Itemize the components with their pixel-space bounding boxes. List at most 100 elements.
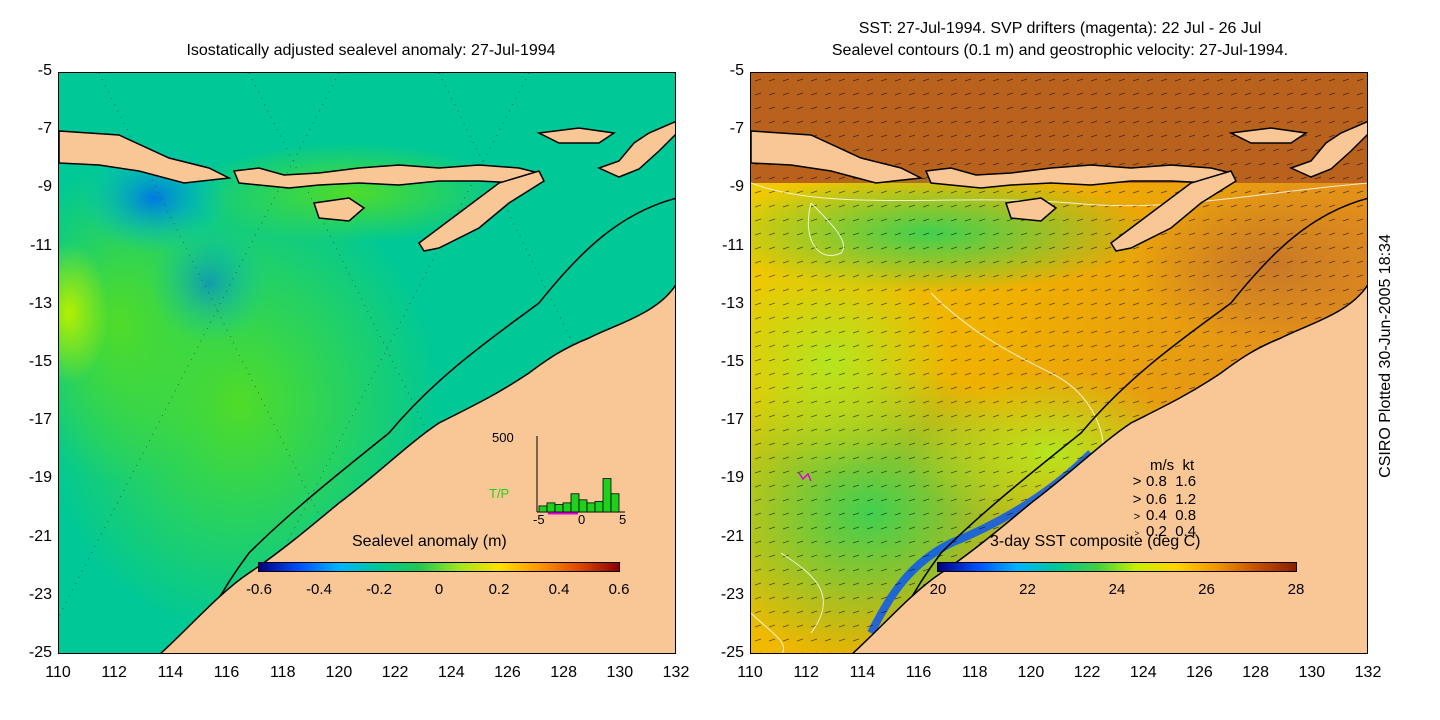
arrow-icon: > [1133, 511, 1141, 523]
legend-kt: 0.8 [1175, 507, 1197, 524]
histogram-bar [602, 478, 612, 513]
arrow-icon: > [1132, 491, 1142, 508]
legend-ms: 0.2 [1146, 523, 1167, 540]
lon-tick-label: 116 [905, 664, 932, 681]
histogram-bar [562, 502, 572, 513]
lon-tick-label: 120 [325, 664, 353, 681]
lat-tick-label: -17 [720, 411, 744, 429]
colorbar-tick-label: 26 [1198, 581, 1215, 598]
shelf-contour [193, 197, 675, 653]
histogram-bar [610, 493, 620, 513]
velocity-legend-row: >0.2 0.4 [1128, 523, 1196, 540]
sealevel-contour [930, 292, 1105, 474]
lon-tick-label: 130 [606, 664, 634, 681]
lat-tick-label: -5 [729, 62, 744, 79]
timor-island [1109, 170, 1237, 252]
lon-tick-label: 126 [494, 664, 521, 681]
inset-histogram [536, 436, 625, 515]
velocity-legend-row: >0.6 1.2 [1128, 491, 1196, 508]
colorbar-tick-label: -0.2 [366, 581, 392, 598]
colorbar-tick-label: 24 [1108, 581, 1126, 598]
lon-tick-label: 114 [849, 664, 876, 681]
right-map-title-line1: SST: 27-Jul-1994. SVP drifters (magenta)… [858, 20, 1262, 37]
lon-tick-label: 128 [550, 664, 577, 681]
sumba-island [1005, 197, 1058, 222]
histogram-bar [554, 504, 564, 513]
right-map-title-line2: Sealevel contours (0.1 m) and geostrophi… [831, 42, 1289, 59]
lon-tick-label: 118 [269, 664, 296, 681]
arrow-icon: > [1134, 529, 1140, 538]
lat-tick-label: -5 [37, 62, 52, 79]
flores-island [1228, 127, 1309, 144]
lon-tick-label: 118 [961, 664, 988, 681]
lat-tick-label: -17 [28, 411, 52, 429]
histogram-bar [570, 493, 580, 513]
legend-ms: 0.6 [1146, 491, 1167, 508]
legend-ms: 0.4 [1146, 507, 1167, 524]
lat-tick-label: -21 [720, 527, 744, 545]
lat-tick-label: -11 [30, 236, 52, 254]
lat-tick-label: -15 [28, 353, 52, 370]
velocity-legend-header: m/s kt [1150, 457, 1194, 474]
colorbar-tick-label: 0.2 [488, 581, 510, 598]
sealevel-contour [780, 552, 824, 634]
lon-tick-label: 122 [381, 664, 409, 681]
left-sealevel-map [58, 72, 676, 654]
lon-tick-label: 124 [437, 664, 465, 681]
colorbar-tick-label: 0.4 [548, 581, 570, 598]
lat-tick-label: -21 [28, 527, 52, 545]
sumba-island [313, 197, 366, 222]
lat-tick-label: -19 [720, 469, 744, 487]
arrow-icon: > [1132, 473, 1142, 490]
lat-tick-label: -23 [28, 585, 52, 603]
eastern-islands [596, 121, 675, 178]
australia-land [852, 284, 1367, 653]
low-anomaly [149, 223, 269, 343]
lat-tick-label: -11 [722, 236, 744, 254]
lon-tick-label: 132 [662, 664, 690, 681]
lat-tick-label: -7 [729, 120, 744, 138]
right-colorbar-title: 3-day SST composite (deg C) [990, 533, 1201, 550]
lon-tick-label: 116 [213, 664, 240, 681]
lat-tick-label: -15 [720, 353, 744, 370]
inset-ymax-label: 500 [492, 430, 514, 445]
colorbar-tick-label: 0 [434, 581, 444, 598]
histogram-bar [586, 502, 596, 513]
lon-tick-label: 130 [1298, 664, 1326, 681]
left-colorbar [258, 562, 620, 572]
histogram-bar [594, 500, 604, 513]
credit-text: CSIRO Plotted 30-Jun-2005 18:34 [1377, 234, 1394, 478]
legend-kt-header: kt [1182, 457, 1195, 474]
lat-tick-label: -9 [729, 178, 744, 196]
lon-tick-label: 132 [1354, 664, 1382, 681]
lon-tick-label: 126 [1186, 664, 1213, 681]
lon-tick-label: 124 [1129, 664, 1157, 681]
sealevel-contour [751, 182, 1367, 207]
lon-tick-label: 120 [1017, 664, 1045, 681]
lon-tick-label: 110 [45, 664, 71, 681]
lon-tick-label: 112 [101, 664, 127, 681]
colorbar-tick-label: -0.6 [246, 581, 272, 598]
velocity-legend-row: >0.8 1.6 [1128, 473, 1196, 490]
right-colorbar [937, 562, 1297, 572]
inset-tp-label: T/P [489, 486, 510, 501]
left-colorbar-title: Sealevel anomaly (m) [352, 533, 507, 550]
eastern-islands [1288, 121, 1367, 178]
shelf-contour [885, 197, 1367, 653]
sealevel-contour [807, 202, 845, 256]
colorbar-tick-label: 0.6 [608, 581, 630, 598]
lon-tick-label: 112 [793, 664, 819, 681]
high-anomaly [59, 243, 109, 383]
lat-tick-label: -13 [720, 294, 744, 312]
histogram-bar [578, 499, 588, 513]
sealevel-contour [751, 612, 785, 653]
lon-tick-label: 114 [157, 664, 184, 681]
lat-tick-label: -7 [37, 120, 52, 138]
lat-tick-label: -25 [28, 644, 52, 661]
colorbar-tick-label: 20 [929, 581, 947, 598]
lat-tick-label: -19 [28, 469, 52, 487]
left-map-title: Isostatically adjusted sealevel anomaly:… [186, 42, 556, 59]
legend-kt: 1.2 [1175, 491, 1197, 508]
java-island [751, 130, 924, 184]
legend-kt: 0.4 [1175, 523, 1197, 540]
